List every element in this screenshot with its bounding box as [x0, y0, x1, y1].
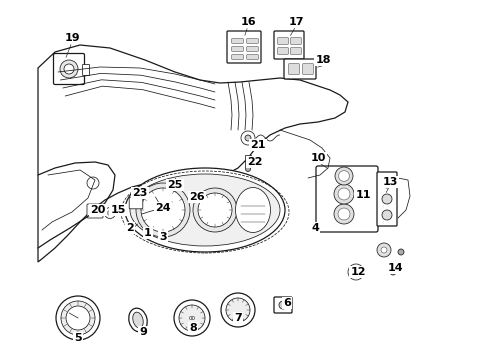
Text: 3: 3	[159, 232, 167, 242]
Text: 15: 15	[110, 205, 126, 215]
FancyBboxPatch shape	[232, 39, 244, 43]
Circle shape	[335, 167, 353, 185]
Polygon shape	[38, 45, 348, 262]
Circle shape	[107, 211, 113, 216]
Ellipse shape	[129, 308, 147, 332]
FancyBboxPatch shape	[87, 204, 103, 218]
Circle shape	[245, 166, 250, 171]
FancyBboxPatch shape	[291, 38, 301, 44]
Circle shape	[279, 301, 287, 309]
Text: 14: 14	[387, 263, 403, 273]
Circle shape	[334, 184, 354, 204]
Circle shape	[136, 183, 190, 237]
Circle shape	[64, 64, 74, 74]
Circle shape	[348, 264, 364, 280]
Circle shape	[398, 249, 404, 255]
Text: 6: 6	[283, 298, 291, 308]
Text: 4: 4	[311, 223, 319, 233]
Bar	[245, 155, 251, 167]
FancyBboxPatch shape	[316, 166, 378, 232]
Text: 19: 19	[64, 33, 80, 43]
Circle shape	[66, 306, 90, 330]
Text: 5: 5	[74, 333, 82, 343]
Text: 11: 11	[355, 190, 371, 200]
Circle shape	[382, 194, 392, 204]
Text: 13: 13	[382, 177, 398, 187]
Circle shape	[193, 188, 237, 232]
FancyBboxPatch shape	[284, 59, 316, 79]
FancyBboxPatch shape	[274, 297, 292, 313]
FancyBboxPatch shape	[246, 39, 258, 43]
Ellipse shape	[133, 312, 143, 328]
Text: 21: 21	[250, 140, 266, 150]
Text: 00: 00	[189, 315, 196, 320]
FancyBboxPatch shape	[303, 64, 313, 74]
FancyBboxPatch shape	[274, 31, 304, 59]
Text: 23: 23	[132, 188, 147, 198]
Circle shape	[382, 178, 392, 188]
FancyBboxPatch shape	[289, 64, 299, 74]
FancyBboxPatch shape	[227, 31, 261, 63]
Ellipse shape	[236, 188, 270, 233]
Circle shape	[173, 184, 177, 188]
Circle shape	[221, 293, 255, 327]
Circle shape	[155, 203, 165, 213]
FancyBboxPatch shape	[82, 64, 90, 76]
FancyBboxPatch shape	[246, 55, 258, 59]
Circle shape	[87, 177, 99, 189]
Text: 12: 12	[350, 267, 366, 277]
Circle shape	[382, 210, 392, 220]
Text: 22: 22	[247, 157, 263, 167]
Circle shape	[56, 296, 100, 340]
Ellipse shape	[130, 174, 280, 246]
Circle shape	[339, 171, 349, 181]
Circle shape	[60, 60, 78, 78]
FancyBboxPatch shape	[377, 172, 397, 226]
Text: 8: 8	[189, 323, 197, 333]
Circle shape	[245, 135, 251, 141]
Text: 9: 9	[139, 327, 147, 337]
FancyBboxPatch shape	[53, 54, 84, 85]
Circle shape	[381, 247, 387, 253]
Circle shape	[390, 269, 396, 275]
Circle shape	[352, 268, 360, 276]
FancyBboxPatch shape	[291, 48, 301, 54]
Circle shape	[174, 300, 210, 336]
Text: 7: 7	[234, 313, 242, 323]
FancyBboxPatch shape	[129, 197, 143, 209]
FancyBboxPatch shape	[232, 47, 244, 51]
Text: 17: 17	[288, 17, 304, 27]
Circle shape	[133, 190, 139, 196]
Text: 16: 16	[240, 17, 256, 27]
Text: 25: 25	[167, 180, 183, 190]
Circle shape	[141, 188, 185, 232]
Circle shape	[334, 204, 354, 224]
Circle shape	[61, 301, 95, 335]
Circle shape	[91, 207, 99, 215]
Circle shape	[377, 243, 391, 257]
Text: 2: 2	[126, 223, 134, 233]
FancyBboxPatch shape	[278, 38, 288, 44]
FancyBboxPatch shape	[246, 47, 258, 51]
Circle shape	[198, 193, 232, 227]
Text: 10: 10	[310, 153, 326, 163]
Circle shape	[338, 208, 350, 220]
FancyBboxPatch shape	[232, 55, 244, 59]
Circle shape	[338, 188, 350, 200]
FancyBboxPatch shape	[278, 48, 288, 54]
Text: 1: 1	[144, 228, 152, 238]
Circle shape	[170, 181, 180, 191]
Text: 20: 20	[90, 205, 106, 215]
Circle shape	[179, 305, 205, 331]
Text: 18: 18	[315, 55, 331, 65]
Circle shape	[226, 298, 250, 322]
Text: 26: 26	[189, 192, 205, 202]
Circle shape	[241, 131, 255, 145]
Circle shape	[104, 207, 116, 219]
Circle shape	[194, 194, 202, 202]
Text: 24: 24	[155, 203, 171, 213]
Ellipse shape	[125, 168, 285, 252]
